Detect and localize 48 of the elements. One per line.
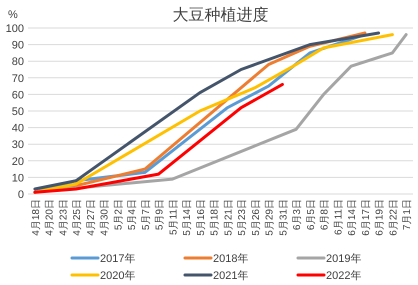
x-tick-label: 6月14日: [347, 199, 358, 236]
chart-title: 大豆种植进度: [172, 6, 268, 24]
legend-label: 2022年: [326, 270, 362, 282]
y-axis-title: %: [8, 9, 18, 21]
x-tick-label: 4月18日: [30, 199, 42, 236]
x-tick-label: 6月3日: [292, 199, 304, 230]
x-tick-label: 6月5日: [306, 199, 317, 230]
y-tick-label: 40: [12, 122, 24, 135]
x-tick-label: 6月11日: [333, 199, 344, 235]
x-tick-label: 5月7日: [140, 199, 152, 230]
y-tick-label: 100: [6, 23, 24, 35]
legend-label: 2021年: [213, 270, 248, 282]
y-tick-label: 90: [12, 40, 24, 52]
x-tick-label: 6月22日: [388, 199, 400, 236]
legend-label: 2019年: [326, 253, 362, 265]
x-tick-label: 4月23日: [58, 199, 70, 236]
legend-label: 2018年: [213, 253, 248, 265]
x-tick-label: 6月8日: [320, 199, 331, 230]
y-tick-label: 30: [12, 139, 24, 152]
y-tick-label: 50: [12, 106, 24, 118]
legend-label: 2020年: [100, 270, 136, 282]
x-tick-label: 5月9日: [154, 199, 166, 230]
x-tick-label: 5月4日: [127, 199, 138, 230]
y-tick-label: 60: [12, 89, 24, 102]
x-tick-label: 6月17日: [360, 199, 372, 236]
x-tick-label: 5月18日: [210, 199, 221, 236]
x-tick-label: 5月26日: [250, 199, 262, 236]
y-tick-label: 20: [12, 156, 24, 168]
y-tick-label: 80: [12, 56, 24, 68]
y-tick-label: 0: [18, 189, 24, 201]
x-tick-label: 5月16日: [196, 199, 207, 236]
x-tick-label: 4月27日: [86, 199, 97, 236]
x-tick-label: 5月29日: [264, 199, 276, 236]
x-tick-label: 7月1日: [402, 199, 414, 230]
x-tick-label: 4月30日: [100, 199, 111, 236]
x-tick-label: 5月23日: [237, 199, 248, 236]
y-tick-label: 10: [12, 172, 24, 184]
legend-label: 2017年: [100, 253, 136, 265]
x-tick-label: 5月2日: [113, 199, 124, 230]
x-tick-label: 5月14日: [182, 199, 194, 236]
line-series: [33, 82, 284, 194]
y-tick-label: 70: [12, 72, 24, 85]
x-tick-label: 6月19日: [374, 199, 386, 236]
x-tick-label: 4月25日: [72, 199, 84, 236]
x-tick-label: 5月21日: [223, 199, 234, 236]
x-tick-label: 5月31日: [278, 199, 290, 236]
x-tick-label: 5月11日: [168, 199, 180, 235]
x-tick-label: 4月20日: [44, 199, 56, 236]
